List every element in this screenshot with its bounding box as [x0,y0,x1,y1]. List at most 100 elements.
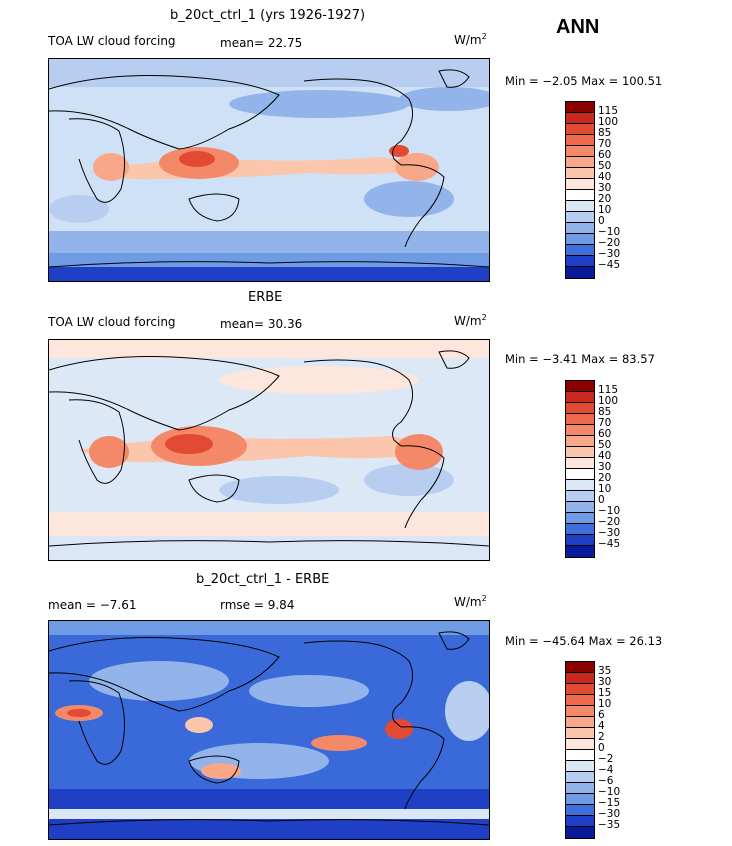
panel-1-colorbar-label: −10 [598,226,621,238]
panel-3-colorbar-box-12 [566,794,594,805]
panel-2-colorbar-label: −30 [598,527,621,539]
panel-1-colorbar [565,101,595,279]
panel-2-colorbar-box-2 [566,403,594,414]
panel-2-coast-antarctica [49,540,489,547]
panel-1-subtropic-dry-2 [49,195,109,223]
panel-1-antarctic-deep [49,267,489,281]
panel-3-colorbar-label: −4 [598,764,614,776]
panel-1-colorbar-box-11 [566,223,594,234]
panel-3-colorbar-box-3 [566,695,594,706]
panel-3-title: b_20ct_ctrl_1 - ERBE [196,572,330,587]
panel-2-colorbar-label: 100 [598,395,619,407]
panel-3-antarctic-deep [49,819,489,839]
panel-3-coast-antarctica [49,819,489,826]
panel-3-coast-north-america [303,640,414,728]
panel-1-minmax: Min = −2.05 Max = 100.51 [505,74,663,88]
panel-1-coast-eurasia [49,75,280,150]
panel-3-colorbar-box-1 [566,673,594,684]
panel-1-map [48,58,490,282]
panel-1-colorbar-box-6 [566,168,594,179]
panel-2-mean-label: mean= 30.36 [220,317,303,331]
panel-1-colorbar-box-1 [566,113,594,124]
panel-2-colorbar-label: 70 [598,417,612,429]
panel-3-colorbar-label: −35 [598,819,621,831]
panel-3-map [48,620,490,840]
panel-2-colorbar-label: 60 [598,428,612,440]
panel-1-colorbar-box-3 [566,135,594,146]
panel-2-colorbar-label: 115 [598,384,619,396]
panel-1-coast-greenland [438,69,470,88]
panel-2-coast-north-america [303,359,414,447]
panel-1-colorbar-label: 20 [598,193,612,205]
panel-1-pacific-storm-track [229,90,409,118]
panel-2-colorbar-box-15 [566,546,594,557]
panel-3-light-patch-2 [249,675,369,707]
panel-3-coast-africa [68,680,125,765]
panel-1-colorbar-box-5 [566,157,594,168]
panel-1-colorbar-label: 10 [598,204,612,216]
panel-2-colorbar-labels: 115 100 85 70 60 50 40 30 20 10 0 −10 −2… [598,385,620,550]
panel-3-coast-greenland [438,631,470,650]
panel-2-pacific-storm-track [219,366,419,394]
panel-3-colorbar-box-15 [566,827,594,838]
panel-1-warm-pool-core [179,151,215,167]
panel-1-colorbar-label: 85 [598,127,612,139]
panel-2-colorbar-box-9 [566,480,594,491]
panel-3-colorbar-box-4 [566,706,594,717]
panel-3-colorbar-box-9 [566,761,594,772]
panel-2-antarctic-band [49,536,489,560]
panel-3-colorbar-label: 4 [598,720,605,732]
panel-1-colorbar-box-4 [566,146,594,157]
panel-1-colorbar-label: 115 [598,105,619,117]
panel-1-variable-label: TOA LW cloud forcing [48,34,176,48]
panel-1-colorbar-box-0 [566,102,594,113]
panel-1-colorbar-box-13 [566,245,594,256]
panel-1-colorbar-label: 100 [598,116,619,128]
panel-3-southern-band [49,789,489,809]
panel-2-subtropic-dry-1 [364,464,454,496]
panel-3-pos-anomaly-australia [201,763,241,779]
panel-3-colorbar-label: −15 [598,797,621,809]
panel-3-colorbar-label: 35 [598,665,612,677]
panel-1-colorbar-label: 50 [598,160,612,172]
panel-2-coast-greenland [438,350,470,369]
panel-2-colorbar-label: 40 [598,450,612,462]
panel-1-colorbar-box-9 [566,201,594,212]
panel-3-colorbar-box-0 [566,662,594,673]
panel-3-minmax: Min = −45.64 Max = 26.13 [505,634,663,648]
panel-2-coast-australia [188,474,240,503]
panel-2-colorbar-box-10 [566,491,594,502]
panel-1-coast-australia [188,193,240,222]
panel-1-map-svg [49,59,489,281]
panel-2-colorbar-box-12 [566,513,594,524]
panel-2-colorbar-box-7 [566,458,594,469]
panel-2-colorbar-label: −10 [598,505,621,517]
panel-1-mean-label: mean= 22.75 [220,36,303,50]
panel-2-colorbar-label: 30 [598,461,612,473]
panel-2-colorbar-label: 10 [598,483,612,495]
panel-3-colorbar-label: 15 [598,687,612,699]
panel-1-colorbar-box-15 [566,267,594,278]
panel-1-colorbar-label: 60 [598,149,612,161]
panel-3-northern-band [49,621,489,635]
panel-3-colorbar-label: −30 [598,808,621,820]
panel-3-pos-anomaly-indian-core [67,709,91,717]
panel-1-amazon-convection [395,153,439,181]
panel-1-coast-antarctica [49,261,489,268]
panel-1-colorbar-box-10 [566,212,594,223]
panel-1-coast-north-america [303,78,414,166]
panel-2-colorbar-box-6 [566,447,594,458]
panel-3-colorbar-label: 2 [598,731,605,743]
panel-3-map-svg [49,621,489,839]
panel-3-rmse-label: rmse = 9.84 [220,598,295,612]
panel-1-title: b_20ct_ctrl_1 (yrs 1926-1927) [170,8,366,23]
panel-1-subtropic-dry-1 [364,181,454,217]
panel-3-colorbar-label: 6 [598,709,605,721]
panel-2-colorbar-label: −45 [598,538,621,550]
panel-2-warm-pool-core [165,434,213,454]
panel-3-colorbar [565,661,595,839]
panel-3-colorbar-box-2 [566,684,594,695]
panel-1-colorbar-label: 40 [598,171,612,183]
panel-3-units: W/m2 [454,594,487,609]
panel-2-colorbar-box-1 [566,392,594,403]
